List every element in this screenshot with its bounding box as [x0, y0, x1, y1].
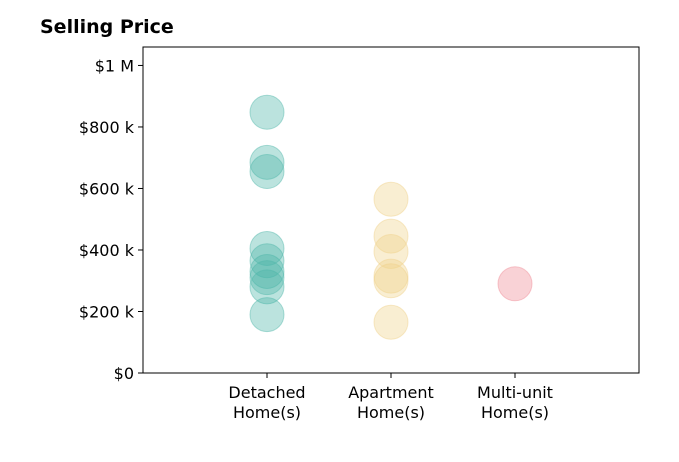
- data-point: [249, 94, 285, 130]
- x-tick-label-line1: Detached: [228, 383, 305, 402]
- data-point: [249, 297, 285, 333]
- y-tick-label: $0: [114, 364, 134, 383]
- data-point: [497, 266, 533, 302]
- plot-frame: [142, 46, 640, 374]
- data-point: [249, 243, 285, 279]
- x-tick-label-line2: Home(s): [481, 403, 549, 422]
- y-tick-label: $400 k: [79, 241, 135, 260]
- data-point: [249, 154, 285, 190]
- x-tick-label-line1: Apartment: [348, 383, 434, 402]
- y-tick-label: $200 k: [79, 302, 135, 321]
- data-point: [249, 230, 285, 266]
- data-point: [249, 269, 285, 305]
- data-point: [373, 304, 409, 340]
- y-tick-label: $800 k: [79, 118, 135, 137]
- y-axis: $0 $200 k $400 k $600 k $800 k $1 M: [79, 56, 143, 383]
- x-axis: DetachedHome(s)ApartmentHome(s)Multi-uni…: [228, 373, 553, 422]
- data-points: [249, 94, 533, 340]
- x-tick-label-line2: Home(s): [357, 403, 425, 422]
- data-point: [249, 144, 285, 180]
- data-point: [249, 254, 285, 290]
- data-point: [373, 181, 409, 217]
- x-tick-label-line1: Multi-unit: [477, 383, 553, 402]
- data-point: [373, 263, 409, 299]
- y-tick-label: $1 M: [95, 56, 134, 75]
- chart-title: Selling Price: [40, 16, 174, 38]
- data-point: [373, 258, 409, 294]
- y-tick-label: $600 k: [79, 179, 135, 198]
- x-tick-label-line2: Home(s): [233, 403, 301, 422]
- data-point: [373, 234, 409, 270]
- data-point: [373, 218, 409, 254]
- data-point: [249, 260, 285, 296]
